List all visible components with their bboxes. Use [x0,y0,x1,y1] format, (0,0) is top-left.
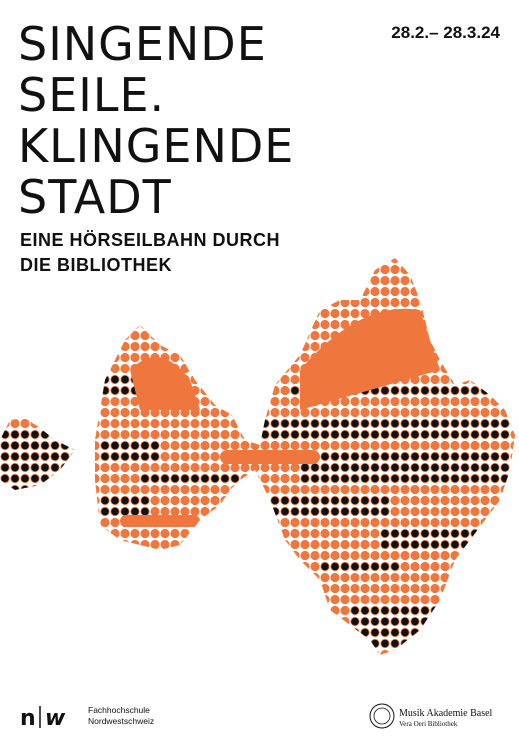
title-line: SINGENDE [18,17,267,71]
subtitle-line: EINE HÖRSEILBAHN DURCH [20,230,280,250]
subtitle-line: DIE BIBLIOTHEK [20,255,172,275]
emblem [369,703,395,729]
title-line: SEILE. [18,68,165,122]
emblem [373,707,391,725]
date: 28.2.– 28.3.24 [391,23,500,42]
logo-text: Musik Akademie Basel [399,708,493,719]
logo-text: Fachhochschule [88,705,150,715]
logo-letter: n [20,706,36,731]
logo-text: Nordwestschweiz [88,716,154,726]
title-line: KLINGENDE [18,119,294,173]
title-line: STADT [18,170,172,224]
waveform-graphic [0,258,515,655]
logo-text: Vera Oeri Bibliothek [399,720,458,728]
logo-letter: w [45,706,66,731]
